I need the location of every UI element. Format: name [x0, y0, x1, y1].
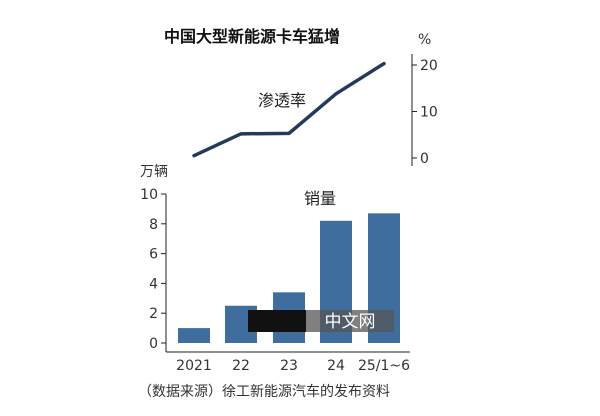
x-tick-label: 23: [280, 358, 298, 374]
source-note: （数据来源）徐工新能源汽车的发布资料: [138, 383, 390, 400]
x-tick-label: 2021: [176, 358, 212, 374]
x-tick-label: 24: [327, 358, 345, 374]
x-tick-label: 22: [232, 358, 250, 374]
bar-unit-label: 万辆: [140, 164, 168, 180]
chart-title: 中国大型新能源卡车猛增: [164, 27, 340, 46]
line-y-tick-label: 20: [420, 58, 438, 74]
bar-y-tick-label: 2: [149, 306, 158, 322]
bar-y-tick-label: 6: [149, 247, 158, 263]
watermark-bg: [306, 310, 394, 332]
line-y-tick-label: 0: [420, 151, 429, 167]
line-chart: 0 10 20: [192, 54, 438, 167]
bar: [178, 328, 210, 343]
bar-y-tick-label: 0: [149, 336, 158, 352]
watermark: 中文网: [248, 310, 394, 332]
line-unit-label: %: [418, 32, 431, 48]
line-series-label: 渗透率: [258, 91, 306, 110]
watermark-logo: [248, 310, 306, 332]
bar-series-label: 销量: [304, 189, 336, 208]
bar-y-tick-label: 4: [149, 276, 158, 292]
bar-y-tick-label: 8: [149, 217, 158, 233]
watermark-text: 中文网: [325, 312, 376, 332]
line-y-tick-label: 10: [420, 105, 438, 121]
x-tick-label: 25/1~6: [358, 358, 410, 374]
bar-y-tick-label: 10: [140, 187, 158, 203]
